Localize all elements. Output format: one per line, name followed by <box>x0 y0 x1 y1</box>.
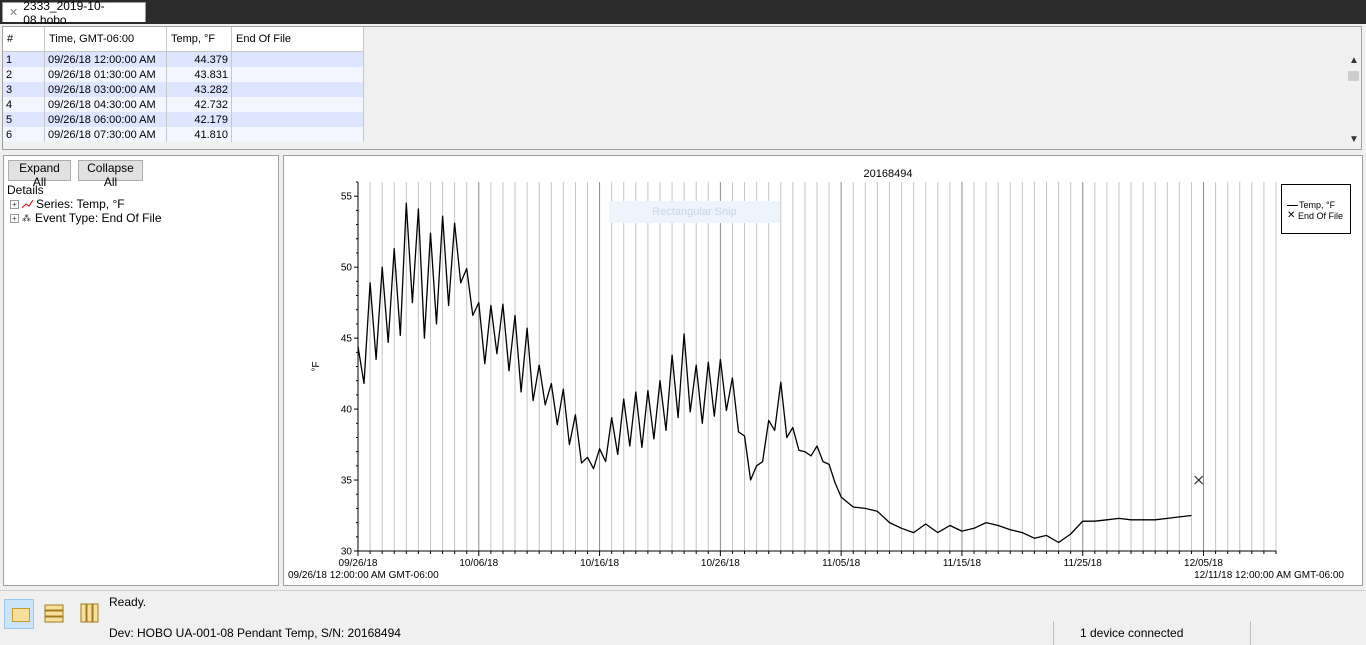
chart-panel: 30 35 40 45 50 55 09/26/18 10/06/18 10/16/18 10/2… <box>283 155 1363 586</box>
connection-status: 1 device connected <box>1080 626 1184 640</box>
y-tick-label: 30 <box>341 547 353 558</box>
y-tick-label: 40 <box>341 405 353 416</box>
x-tick-label: 11/05/18 <box>822 558 861 569</box>
x-tick-label: 10/16/18 <box>580 558 619 569</box>
y-tick-label: 35 <box>341 476 353 487</box>
row-end-of-file <box>231 97 364 112</box>
x-tick-label: 11/15/18 <box>943 558 982 569</box>
y-tick-label: 55 <box>341 192 353 203</box>
table-row[interactable]: 5 09/26/18 06:00:00 AM 42.179 <box>3 112 364 127</box>
event-dots-icon: ⁂ <box>22 212 31 223</box>
table-row[interactable]: 4 09/26/18 04:30:00 AM 42.732 <box>3 97 364 112</box>
row-index: 4 <box>3 97 45 112</box>
row-index: 3 <box>3 82 45 97</box>
row-time: 09/26/18 12:00:00 AM <box>44 51 167 67</box>
rectangular-snip-hint: Rectangular Snip <box>609 201 780 223</box>
chart-title: 20168494 <box>864 168 913 180</box>
row-temp: 43.282 <box>166 82 232 97</box>
row-time: 09/26/18 07:30:00 AM <box>44 127 167 142</box>
document-tab-title: 2333_2019-10-08.hobo <box>23 0 105 27</box>
close-tab-icon[interactable]: ✕ <box>9 7 19 19</box>
row-index: 6 <box>3 127 45 142</box>
legend-event-label: End Of File <box>1298 211 1344 221</box>
table-header-row: # Time, GMT-06:00 Temp, °F End Of File <box>3 27 364 52</box>
row-end-of-file <box>231 127 364 142</box>
x-tick-label: 12/05/18 <box>1184 558 1223 569</box>
row-index: 1 <box>3 51 45 67</box>
expand-all-button[interactable]: Expand All <box>8 160 71 189</box>
x-tick-label: 10/26/18 <box>701 558 740 569</box>
details-panel: Expand All Collapse All Details + Series… <box>3 155 279 586</box>
tree-item-event-type[interactable]: + ⁂ Event Type: End Of File <box>10 211 162 225</box>
status-message: Ready. <box>109 595 147 609</box>
row-time: 09/26/18 06:00:00 AM <box>44 112 167 127</box>
tree-item-label: Event Type: End Of File <box>35 211 162 225</box>
table-view-rows-icon[interactable] <box>40 599 70 629</box>
event-marker <box>1194 475 1204 485</box>
x-tick-label: 11/25/18 <box>1064 558 1103 569</box>
table-row[interactable]: 2 09/26/18 01:30:00 AM 43.831 <box>3 67 364 82</box>
row-temp: 44.379 <box>166 51 232 67</box>
row-end-of-file <box>231 112 364 127</box>
temperature-chart[interactable]: 30 35 40 45 50 55 09/26/18 10/06/18 10/16/18 10/2… <box>284 156 1362 585</box>
legend-line-swatch <box>1287 205 1298 206</box>
details-heading: Details <box>7 183 44 197</box>
row-time: 09/26/18 01:30:00 AM <box>44 67 167 82</box>
chart-legend: Temp, °F ✕ End Of File <box>1281 184 1351 234</box>
table-row[interactable]: 6 09/26/18 07:30:00 AM 41.810 <box>3 127 364 142</box>
status-separator <box>1250 621 1251 645</box>
expand-plus-icon[interactable]: + <box>10 199 19 209</box>
scroll-down-arrow-icon[interactable]: ▼ <box>1349 134 1359 145</box>
column-header-index[interactable]: # <box>3 27 45 52</box>
scroll-up-arrow-icon[interactable]: ▲ <box>1349 55 1359 66</box>
row-index: 2 <box>3 67 45 82</box>
x-tick-label: 10/06/18 <box>459 558 498 569</box>
end-date-label: 12/11/18 12:00:00 AM GMT-06:00 <box>1194 570 1344 581</box>
collapse-all-button[interactable]: Collapse All <box>78 160 143 189</box>
tree-item-label: Series: Temp, °F <box>36 197 125 211</box>
column-header-end-of-file[interactable]: End Of File <box>231 27 364 52</box>
document-tab[interactable]: ✕ 2333_2019-10-08.hobo <box>2 0 146 27</box>
legend-series-label: Temp, °F <box>1299 200 1336 210</box>
y-axis-label: °F <box>311 361 322 371</box>
series-line-icon <box>22 199 33 208</box>
scroll-thumb[interactable] <box>1348 71 1359 81</box>
data-table: # Time, GMT-06:00 Temp, °F End Of File 1… <box>3 27 364 142</box>
folder-icon <box>12 608 30 622</box>
device-info: Dev: HOBO UA-001-08 Pendant Temp, S/N: 2… <box>109 626 401 640</box>
legend-x-marker-icon: ✕ <box>1287 210 1296 221</box>
row-index: 5 <box>3 112 45 127</box>
row-temp: 41.810 <box>166 127 232 142</box>
row-end-of-file <box>231 51 364 67</box>
y-tick-label: 45 <box>341 334 353 345</box>
row-temp: 42.179 <box>166 112 232 127</box>
row-end-of-file <box>231 67 364 82</box>
column-header-temp[interactable]: Temp, °F <box>166 27 232 52</box>
table-row[interactable]: 1 09/26/18 12:00:00 AM 44.379 <box>3 51 364 67</box>
chart-view-columns-icon[interactable] <box>76 599 106 629</box>
table-row[interactable]: 3 09/26/18 03:00:00 AM 43.282 <box>3 82 364 97</box>
row-time: 09/26/18 04:30:00 AM <box>44 97 167 112</box>
start-date-label: 09/26/18 12:00:00 AM GMT-06:00 <box>288 570 439 581</box>
temp-series-line <box>357 202 1192 544</box>
data-table-panel: # Time, GMT-06:00 Temp, °F End Of File 1… <box>2 26 1362 150</box>
status-bar: Ready. Dev: HOBO UA-001-08 Pendant Temp,… <box>0 590 1366 645</box>
status-separator <box>1053 621 1054 645</box>
tree-item-series[interactable]: + Series: Temp, °F <box>10 197 125 211</box>
row-temp: 42.732 <box>166 97 232 112</box>
row-time: 09/26/18 03:00:00 AM <box>44 82 167 97</box>
y-tick-label: 50 <box>341 263 353 274</box>
details-view-button[interactable] <box>4 599 34 629</box>
row-temp: 43.831 <box>166 67 232 82</box>
table-vertical-scrollbar[interactable]: ▲ ▼ <box>1345 27 1361 149</box>
x-tick-label: 09/26/18 <box>339 558 378 569</box>
document-tab-bar: ✕ 2333_2019-10-08.hobo <box>0 0 1366 27</box>
row-end-of-file <box>231 82 364 97</box>
column-header-time[interactable]: Time, GMT-06:00 <box>44 27 167 52</box>
expand-plus-icon[interactable]: + <box>10 213 19 223</box>
